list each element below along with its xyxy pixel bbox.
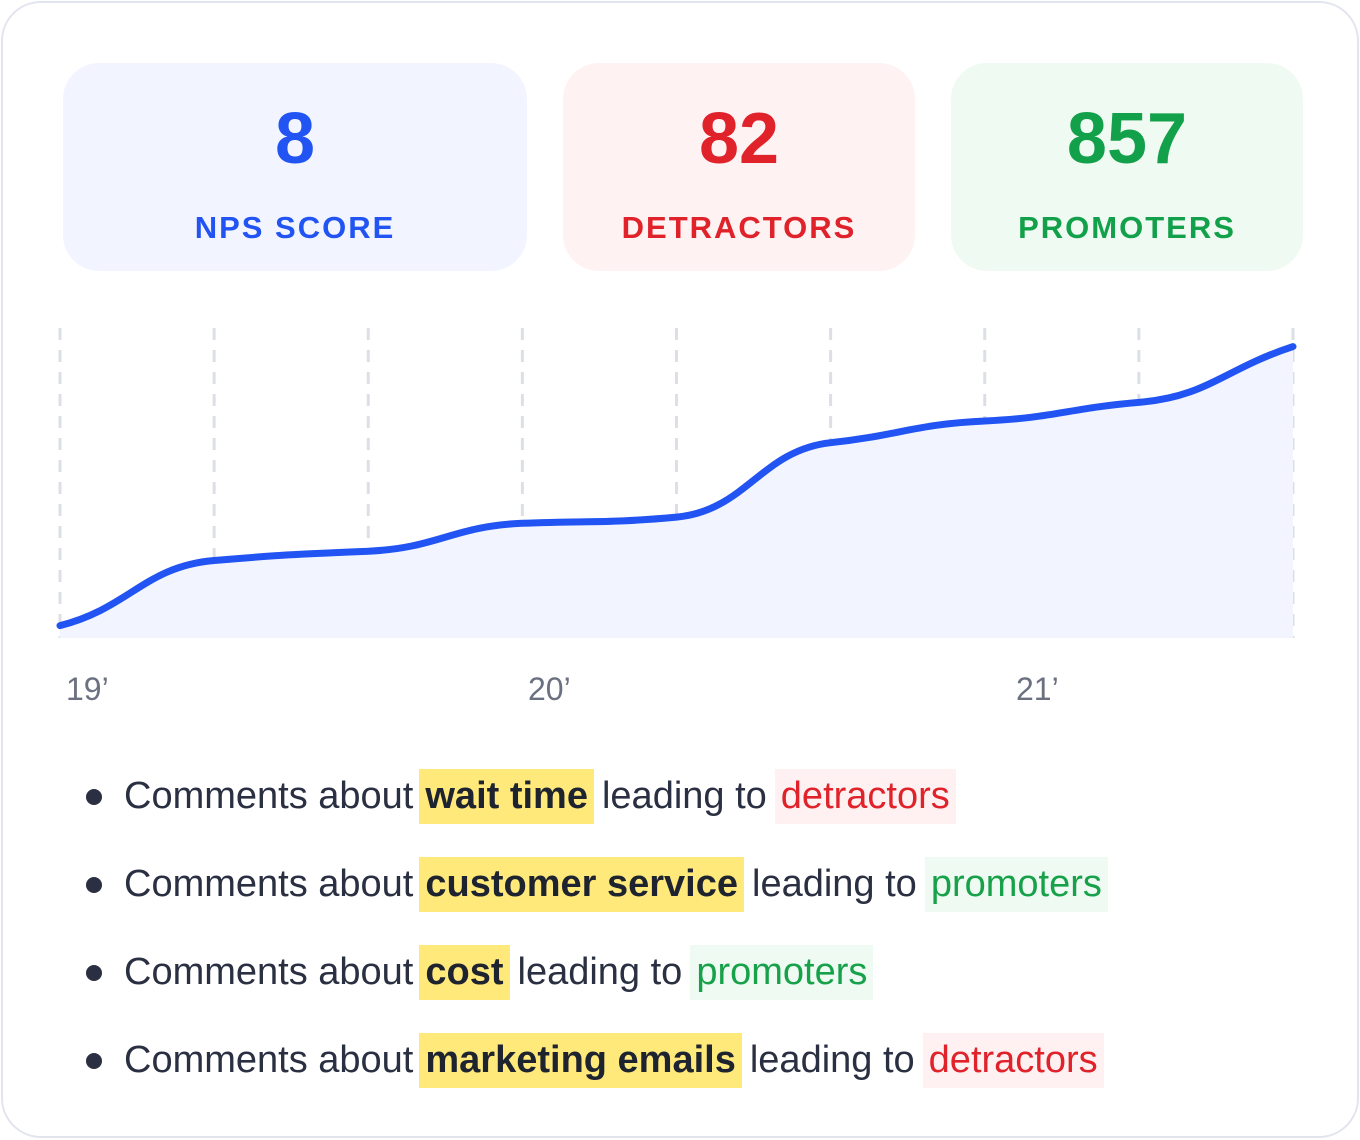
comment-keyword-highlight: cost [419,944,510,1000]
nps-score-value: 8 [274,99,316,179]
chart-series-line [56,343,1297,630]
comment-middle: leading to [749,1038,915,1081]
comment-middle: leading to [601,774,767,817]
comment-text: Comments about customer service leading to… [124,856,1108,912]
comment-outcome-detractors: detractors [774,768,956,824]
bullet-icon [86,789,102,805]
comment-prefix: Comments about [124,862,414,905]
comment-item: Comments about marketing emails leading to… [84,1016,1324,1104]
nps-score-label: NPS SCORE [194,210,396,245]
promoters-label: PROMOTERS [1018,210,1236,245]
comment-prefix: Comments about [124,1038,414,1081]
detractors-value: 82 [698,99,780,179]
comment-outcome-detractors: detractors [922,1032,1104,1088]
comment-keyword-highlight: wait time [419,768,594,824]
comment-prefix: Comments about [124,950,414,993]
promoters-tile: 857 PROMOTERS [951,63,1303,271]
comment-middle: leading to [517,950,683,993]
promoters-value: 857 [1066,99,1188,179]
nps-trend-chart: 19’ 20’ 21’ [56,328,1297,707]
bullet-icon [86,1053,102,1069]
comment-outcome-promoters: promoters [924,856,1108,912]
comment-item: Comments about cost leading to promoters [84,928,1324,1016]
comment-prefix: Comments about [124,774,414,817]
comment-item: Comments about wait time leading to detract… [84,752,1324,840]
comment-keyword-highlight: marketing emails [419,1032,742,1088]
comment-outcome-promoters: promoters [690,944,874,1000]
detractors-tile: 82 DETRACTORS [563,63,915,271]
bullet-icon [86,965,102,981]
chart-area-fill [60,346,1293,638]
detractors-label: DETRACTORS [621,210,857,245]
x-tick-label: 19’ [66,671,109,707]
comment-middle: leading to [752,862,917,905]
nps-score-tile: 8 NPS SCORE [63,63,527,271]
comment-item: Comments about customer service leading to… [84,840,1324,928]
x-tick-label: 21’ [1016,671,1059,707]
bullet-icon [86,877,102,893]
comment-keyword-highlight: customer service [419,856,745,912]
comment-insights-list: Comments about wait time leading to detract… [84,752,1324,1104]
comment-text: Comments about cost leading to promoters [124,944,874,1000]
x-tick-label: 20’ [528,671,571,707]
comment-text: Comments about marketing emails leading to… [124,1032,1104,1088]
comment-text: Comments about wait time leading to detract… [124,768,956,824]
